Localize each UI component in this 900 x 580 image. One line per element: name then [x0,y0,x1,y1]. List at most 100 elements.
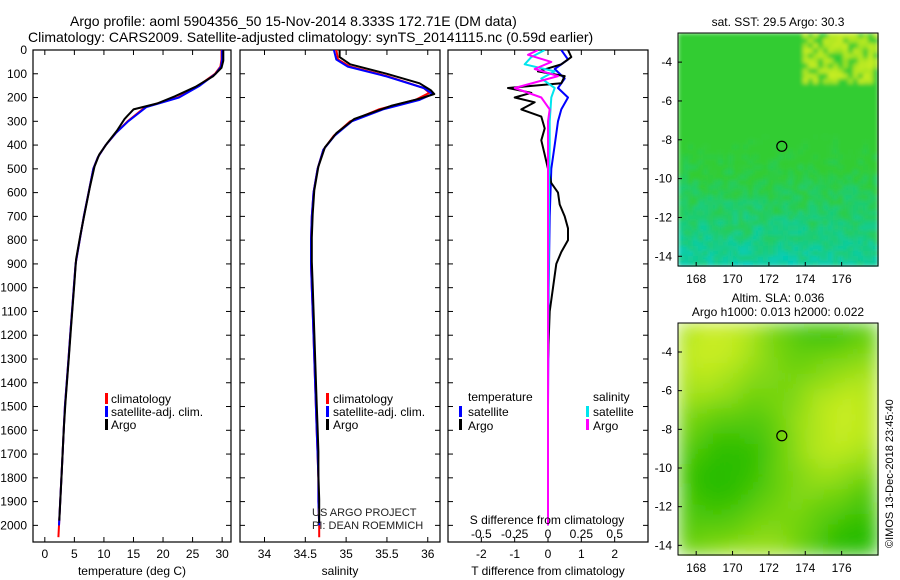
map-cell [873,464,879,470]
map-cell [833,474,839,480]
map-cell [863,519,869,526]
map-cell [808,174,814,181]
map-cell [693,403,699,410]
map-cell [718,43,724,49]
map-cell [798,449,804,455]
map-cell [683,250,689,257]
map-cell [718,474,724,480]
map-cell [788,93,794,100]
map-cell [758,338,764,344]
map-cell [763,499,769,506]
map-cell [853,348,859,354]
map-cell [698,240,704,247]
map-cell [828,48,834,54]
map-cell [868,428,874,435]
map-cell [753,255,759,262]
map-cell [748,549,754,556]
map-cell [858,235,864,242]
map-cell [783,469,789,475]
map-cell [698,464,704,470]
map-cell [848,459,854,465]
map-cell [788,544,794,551]
map-cell [838,524,844,531]
map-cell [798,139,804,146]
map-cell [748,454,754,460]
map-cell [753,323,759,329]
map-cell [873,139,879,146]
map-cell [708,235,714,242]
map-cell [873,149,879,156]
map-cell [838,519,844,526]
map-cell [683,544,689,551]
map-cell [838,68,844,75]
map-cell [753,439,759,445]
map-cell [768,88,774,95]
map-cell [873,164,879,171]
map-cell [683,494,689,501]
map-cell [793,323,799,329]
map-cell [748,78,754,85]
map-cell [808,368,814,375]
map-cell [758,139,764,146]
map-cell [778,373,784,380]
map-cell [793,134,799,140]
map-cell [828,88,834,95]
map-x-tick-label: 170 [723,272,743,286]
map-cell [718,413,724,420]
map-cell [758,174,764,181]
map-cell [703,73,709,80]
map-cell [713,260,719,267]
map-cell [828,68,834,75]
map-cell [768,119,774,125]
map-cell [798,230,804,237]
map-cell [763,58,769,64]
map-cell [738,549,744,556]
map-cell [858,195,864,201]
map-cell [738,464,744,470]
map-cell [768,225,774,232]
map-cell [743,383,749,390]
map-cell [868,245,874,252]
map-cell [728,164,734,171]
map-cell [843,464,849,470]
map-cell [848,43,854,49]
map-cell [723,53,729,59]
map-cell [743,368,749,375]
map-cell [848,363,854,369]
map-cell [683,433,689,440]
map-cell [843,48,849,54]
map-cell [788,169,794,176]
map-cell [863,343,869,349]
map-cell [703,323,709,329]
map-cell [763,338,769,344]
map-cell [733,38,739,44]
map-cell [838,454,844,460]
map-cell [798,210,804,216]
map-cell [778,509,784,516]
map-cell [703,509,709,516]
map-cell [693,358,699,364]
map-cell [873,333,879,339]
map-cell [863,504,869,511]
map-cell [733,343,739,349]
map-cell [678,524,684,531]
map-cell [863,205,869,211]
map-cell [763,190,769,196]
map-cell [813,378,819,385]
map-cell [718,514,724,521]
map-cell [768,328,774,334]
map-cell [748,149,754,156]
map-cell [753,124,759,130]
map-cell [758,108,764,115]
map-cell [748,114,754,120]
map-cell [758,439,764,445]
map-cell [693,469,699,475]
map-cell [703,200,709,206]
map-cell [868,149,874,156]
map-cell [858,164,864,171]
map-cell [708,119,714,125]
map-cell [833,144,839,151]
map-cell [688,383,694,390]
map-cell [833,134,839,140]
map-cell [833,519,839,526]
